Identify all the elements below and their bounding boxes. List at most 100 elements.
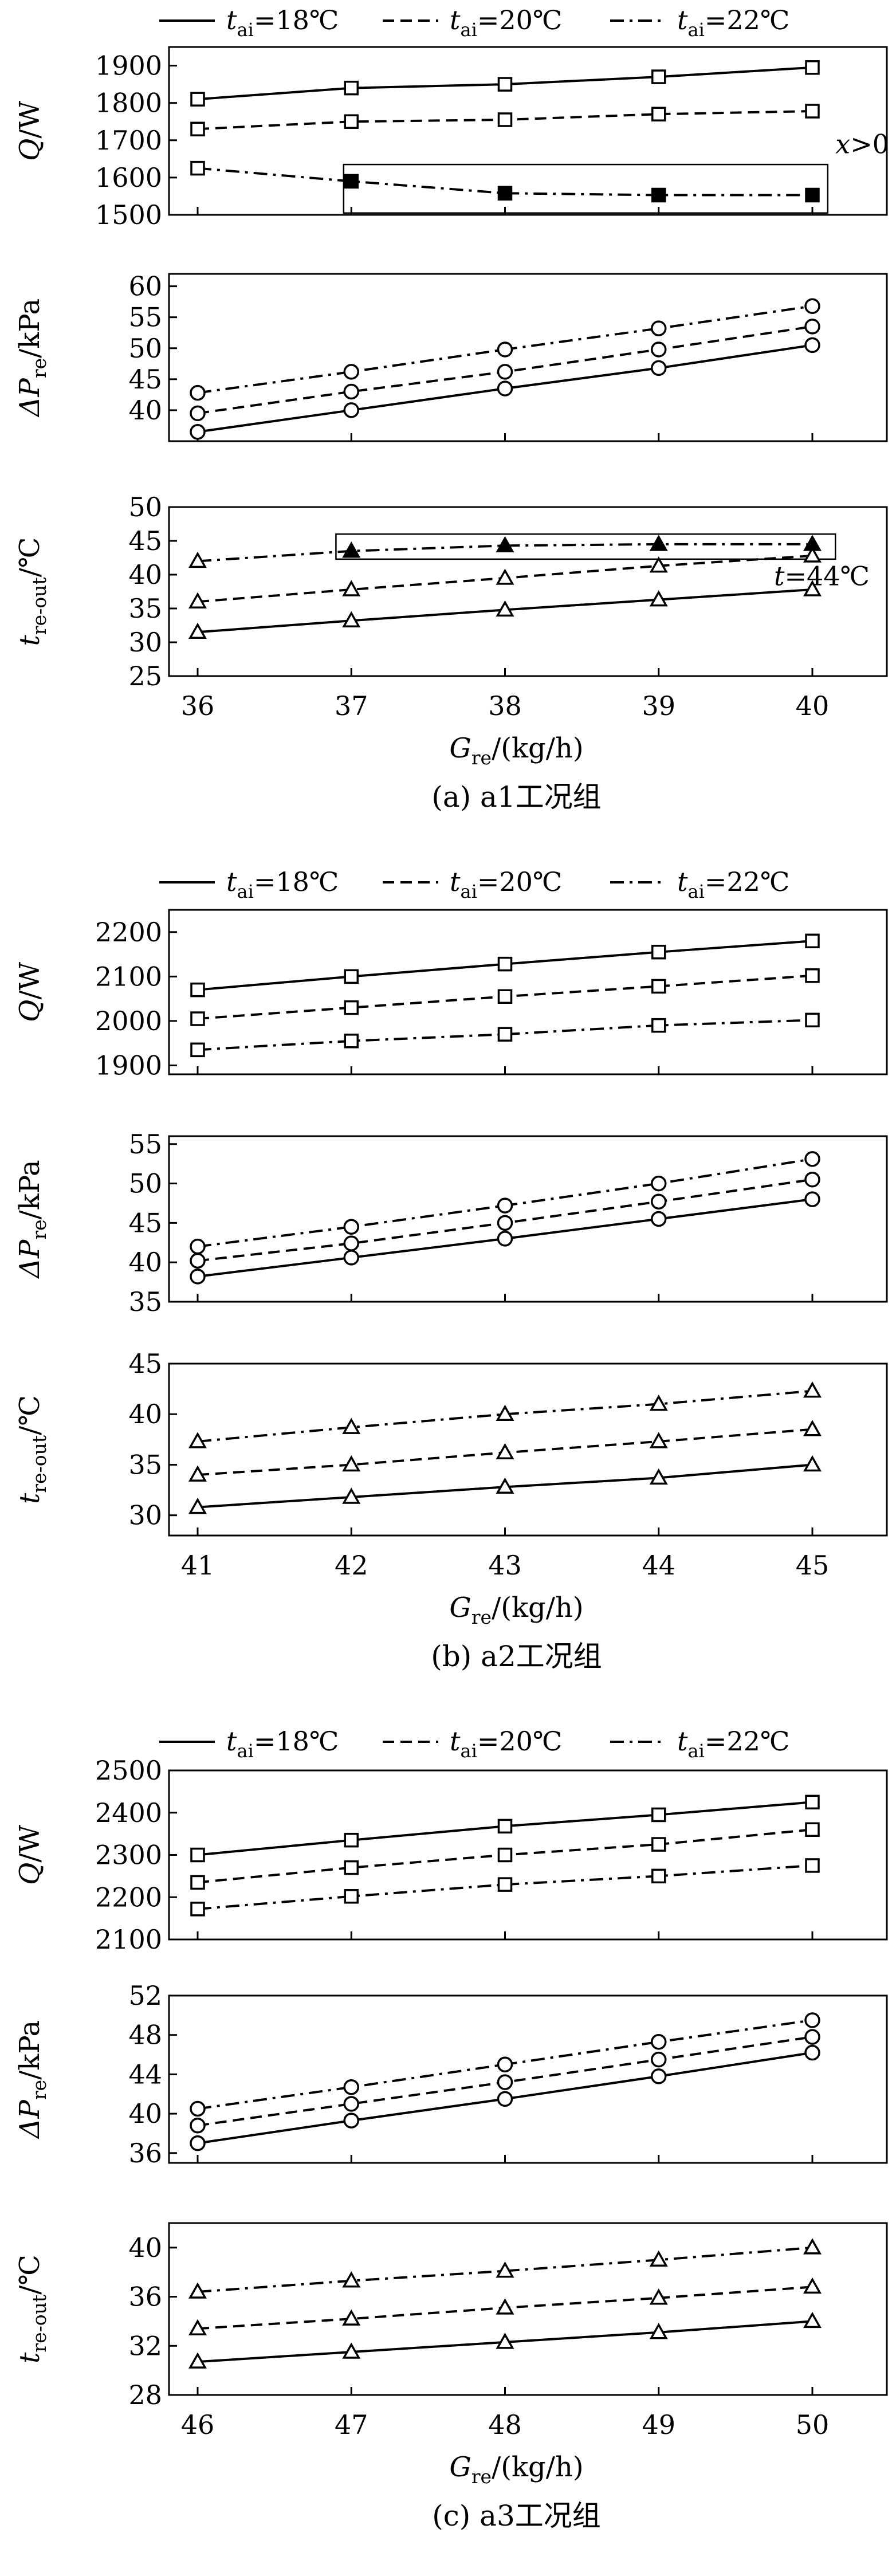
data-point bbox=[803, 1381, 822, 1398]
data-point bbox=[497, 1877, 513, 1892]
y-tick-label: 36 bbox=[128, 2138, 162, 2169]
x-tick-label: 40 bbox=[796, 690, 830, 721]
data-point bbox=[190, 982, 205, 998]
data-point bbox=[651, 69, 666, 84]
data-point bbox=[803, 2311, 822, 2328]
series-t_ai=20℃ bbox=[190, 319, 820, 422]
data-point bbox=[497, 1847, 513, 1863]
data-point bbox=[190, 424, 206, 440]
data-point bbox=[344, 114, 359, 129]
data-point bbox=[804, 1191, 820, 1207]
series-t_ai=22℃ bbox=[188, 535, 822, 568]
data-point bbox=[651, 107, 666, 121]
plot-frame bbox=[168, 506, 888, 677]
data-point bbox=[805, 104, 820, 119]
data-point bbox=[651, 320, 667, 336]
data-point bbox=[651, 1018, 666, 1033]
y-axis-label: ΔPre/kPa bbox=[14, 1160, 50, 1279]
data-point bbox=[344, 174, 359, 189]
series-t_ai=18℃ bbox=[190, 933, 820, 998]
x-tick-label: 39 bbox=[642, 690, 675, 721]
y-tick-label: 35 bbox=[128, 593, 162, 624]
y-tick-label: 48 bbox=[128, 2020, 162, 2051]
x-tick-label: 38 bbox=[488, 690, 522, 721]
data-point bbox=[497, 2091, 513, 2107]
data-point bbox=[649, 1468, 668, 1485]
data-point bbox=[805, 933, 820, 949]
subplot-a2-2: 35 40 45 50 55 ΔPre/kPa bbox=[14, 1129, 888, 1317]
data-point bbox=[190, 1238, 206, 1255]
y-tick-label: 30 bbox=[128, 1500, 162, 1531]
plot-frame bbox=[168, 1362, 888, 1537]
series-t_ai=22℃ bbox=[190, 2012, 820, 2117]
data-point bbox=[804, 2029, 820, 2045]
data-point bbox=[344, 1034, 359, 1049]
y-tick-label: 50 bbox=[128, 492, 162, 523]
data-point bbox=[343, 364, 359, 380]
data-point bbox=[651, 341, 667, 358]
data-point bbox=[188, 622, 207, 639]
plot-frame bbox=[168, 273, 888, 442]
legend-label: tai=22℃ bbox=[677, 1726, 789, 1762]
data-point bbox=[651, 1175, 667, 1192]
y-tick-label: 50 bbox=[128, 1168, 162, 1199]
series-line bbox=[197, 1389, 813, 1443]
data-point bbox=[190, 2100, 206, 2117]
data-point bbox=[497, 1027, 513, 1042]
data-point bbox=[188, 2282, 207, 2299]
data-point bbox=[805, 1822, 820, 1837]
data-point bbox=[342, 2271, 361, 2288]
data-point bbox=[344, 1832, 359, 1848]
legend: tai=18℃ tai=20℃ tai=22℃ bbox=[159, 866, 789, 902]
data-point bbox=[649, 1432, 668, 1448]
plot-frame bbox=[168, 1994, 888, 2164]
data-point bbox=[342, 611, 361, 627]
data-point bbox=[188, 592, 207, 608]
highlight-box bbox=[335, 533, 836, 560]
series-t_ai=20℃ bbox=[190, 1171, 820, 1269]
data-point bbox=[343, 383, 359, 400]
y-tick-label: 2200 bbox=[95, 1882, 162, 1913]
subplot-a2-3: 30 35 40 45 tre-out/℃ bbox=[14, 1348, 888, 1537]
data-point bbox=[190, 1875, 205, 1890]
series-t_ai=22℃ bbox=[188, 2238, 822, 2299]
legend-label: tai=20℃ bbox=[450, 866, 562, 902]
data-point bbox=[649, 590, 668, 607]
annotation-label: x>0 bbox=[835, 128, 889, 159]
series-t_ai=20℃ bbox=[188, 1420, 822, 1482]
data-point bbox=[649, 1395, 668, 1411]
data-point bbox=[342, 541, 361, 558]
data-point bbox=[190, 121, 205, 136]
data-point bbox=[496, 1404, 514, 1421]
data-point bbox=[805, 1794, 820, 1810]
plot-frame bbox=[168, 1769, 888, 1941]
legend: tai=18℃ tai=20℃ tai=22℃ bbox=[159, 5, 789, 41]
data-point bbox=[649, 2288, 668, 2305]
x-tick-label: 49 bbox=[642, 2409, 675, 2440]
data-point bbox=[342, 580, 361, 596]
data-point bbox=[497, 380, 513, 396]
data-point bbox=[188, 1465, 207, 1482]
data-point bbox=[805, 968, 820, 983]
y-tick-label: 45 bbox=[128, 525, 162, 556]
x-tick-label: 36 bbox=[181, 690, 215, 721]
data-point bbox=[188, 1498, 207, 1514]
y-tick-label: 28 bbox=[128, 2379, 162, 2410]
series-t_ai=22℃ bbox=[190, 1858, 820, 1917]
data-point bbox=[343, 1235, 359, 1251]
y-axis-label: ΔPre/kPa bbox=[14, 299, 50, 418]
data-point bbox=[344, 1860, 359, 1875]
data-point bbox=[343, 2112, 359, 2129]
data-point bbox=[497, 77, 513, 92]
data-point bbox=[804, 319, 820, 335]
data-point bbox=[343, 402, 359, 418]
y-tick-label: 55 bbox=[128, 1129, 162, 1160]
subplot-a2-1: 1900 2000 2100 2200 Q/W bbox=[14, 909, 888, 1081]
x-tick-label: 47 bbox=[335, 2409, 368, 2440]
data-point bbox=[497, 1215, 513, 1231]
series-t_ai=22℃ bbox=[188, 1381, 822, 1448]
subplot-a3-3: 28 32 36 40 tre-out/℃ bbox=[14, 2222, 888, 2410]
y-tick-label: 45 bbox=[128, 364, 162, 395]
panel-caption: (c) a3工况组 bbox=[432, 2499, 601, 2532]
y-axis-label: tre-out/℃ bbox=[14, 537, 50, 646]
